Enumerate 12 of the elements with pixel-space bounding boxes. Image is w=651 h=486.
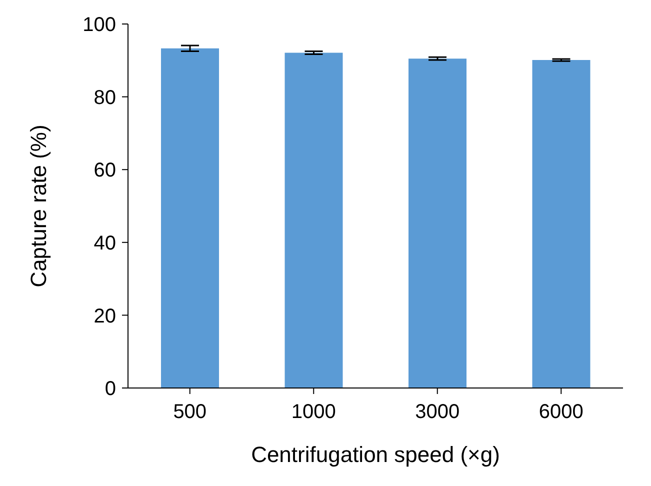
y-tick-label: 40 [94, 232, 116, 254]
x-axis-title: Centrifugation speed (×g) [251, 442, 500, 467]
x-tick-label: 6000 [538, 401, 584, 424]
y-tick-label: 100 [82, 14, 116, 36]
y-tick-label: 20 [94, 305, 116, 328]
x-tick-label: 1000 [291, 401, 336, 424]
x-tick-label: 500 [173, 401, 207, 424]
y-tick-label: 60 [94, 160, 116, 182]
y-axis-title: Capture rate (%) [26, 124, 51, 288]
y-tick-label: 0 [104, 378, 116, 400]
y-tick-label: 80 [94, 86, 116, 109]
x-tick-label: 3000 [415, 401, 460, 424]
